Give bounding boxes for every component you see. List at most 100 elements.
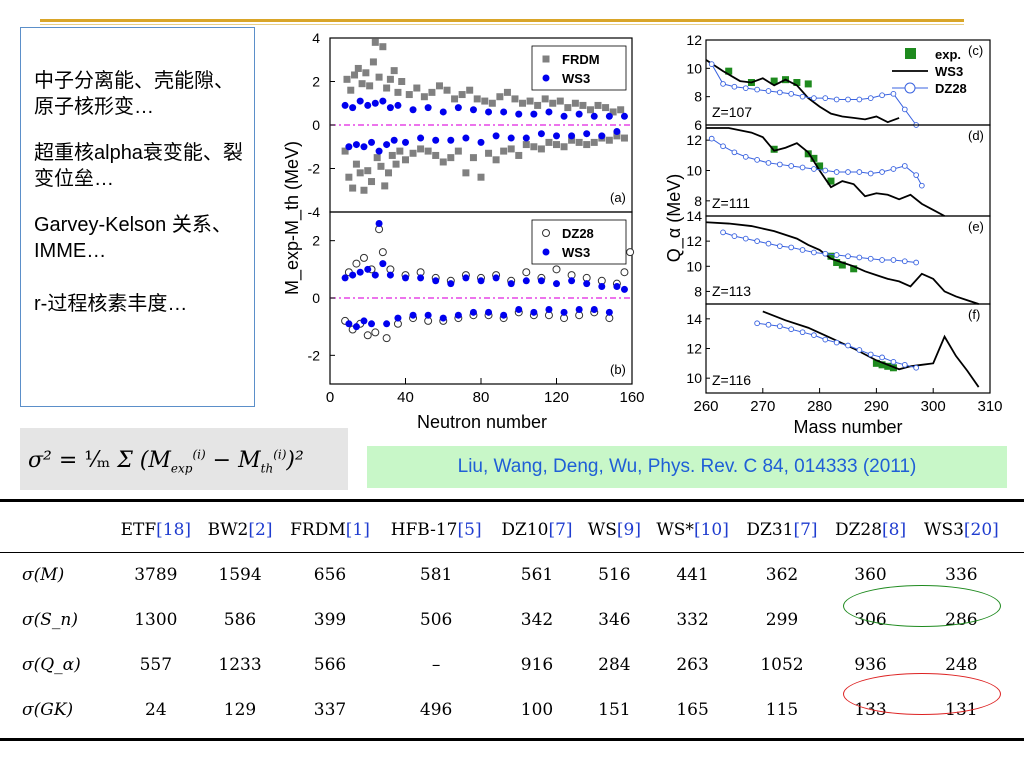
table-cell: 581 (419, 564, 453, 585)
data-point (477, 277, 485, 285)
data-point (341, 274, 349, 282)
data-point (845, 96, 851, 103)
data-point (788, 90, 795, 97)
data-point (827, 252, 835, 260)
data-point (473, 95, 481, 103)
table-cell: 561 (520, 564, 554, 585)
table-cell: 916 (520, 654, 554, 675)
data-point (590, 112, 598, 120)
column-citation[interactable]: [10] (693, 520, 729, 540)
table-cell: 936 (854, 654, 887, 675)
series-exp (725, 67, 812, 88)
legend-label: WS3 (562, 245, 590, 260)
data-point (553, 280, 560, 288)
legend-marker (542, 248, 550, 256)
data-point (754, 86, 760, 93)
data-point (379, 260, 387, 268)
column-citation[interactable]: [7] (793, 520, 818, 540)
table-cell: 496 (419, 699, 453, 720)
data-point (605, 112, 613, 120)
x-tick-label: 160 (619, 389, 644, 406)
data-point (754, 157, 760, 163)
row-label: σ(GK) (22, 699, 74, 720)
data-point (371, 38, 379, 46)
table-cell: 342 (520, 609, 554, 630)
data-point (454, 147, 462, 155)
y-tick-label: 8 (694, 89, 702, 105)
data-point (765, 88, 772, 94)
table-cell: 151 (598, 699, 631, 720)
data-point (598, 283, 606, 291)
data-point (351, 71, 359, 79)
column-citation[interactable]: [20] (963, 520, 999, 540)
data-point (447, 280, 455, 288)
column-citation[interactable]: [5] (457, 520, 482, 540)
data-point (579, 101, 587, 109)
data-point (560, 308, 568, 316)
data-point (575, 305, 583, 313)
y-tick-label: 10 (686, 163, 702, 179)
data-point (617, 106, 625, 114)
panel-label: (e) (968, 219, 984, 234)
column-citation[interactable]: [8] (882, 520, 907, 540)
data-point (402, 274, 409, 282)
data-point (462, 134, 470, 142)
table-cell: 516 (598, 564, 631, 585)
data-point (804, 80, 812, 88)
rms-formula: σ² = ¹⁄ₘ Σ (Mexp(i) − Mth(i))² (20, 428, 348, 490)
y-tick-label: -2 (308, 347, 321, 363)
table-row: σ(S_n) 1300 586 399 506 342 346 332 299 306 286 (8, 597, 1008, 642)
data-point (810, 154, 818, 162)
data-point (776, 161, 783, 168)
column-citation[interactable]: [9] (616, 520, 641, 540)
table-cell: 360 (854, 564, 887, 585)
y-tick-label: 0 (312, 117, 320, 133)
data-point (827, 177, 835, 185)
column-header: FRDM[1] (280, 508, 379, 552)
legend-marker (542, 55, 550, 63)
data-point (383, 320, 391, 328)
data-point (822, 250, 829, 257)
table-row: σ(Q_α) 557 1233 566 – 916 284 263 1052 936 248 (8, 642, 1008, 687)
data-point (352, 259, 361, 268)
y-tick-label: -2 (308, 161, 321, 177)
data-point (553, 132, 560, 140)
data-point (488, 99, 496, 107)
column-citation[interactable]: [18] (156, 520, 192, 540)
column-name: DZ31 (746, 520, 794, 540)
data-point (602, 104, 610, 112)
x-tick-label: 280 (807, 398, 832, 415)
column-citation[interactable]: [1] (345, 520, 370, 540)
data-point (708, 61, 715, 67)
data-point (383, 84, 391, 92)
series-exp (827, 252, 858, 273)
legend-label: DZ28 (562, 226, 594, 241)
data-point (890, 359, 897, 365)
y-tick-label: 12 (686, 341, 702, 357)
y-tick-label: 12 (686, 32, 702, 48)
data-point (492, 132, 500, 140)
data-point (364, 167, 372, 175)
column-citation[interactable]: [7] (548, 520, 573, 540)
data-point (409, 149, 417, 157)
x-tick-label: 270 (750, 398, 775, 415)
data-point (522, 134, 530, 142)
data-point (856, 347, 863, 353)
data-point (369, 58, 377, 66)
data-point (799, 164, 806, 171)
data-point (838, 261, 846, 269)
data-point (620, 112, 628, 120)
x-tick-label: 300 (921, 398, 946, 415)
table-cell: – (431, 654, 441, 675)
topic-item: r-过程核素丰度… (34, 293, 188, 315)
data-point (360, 186, 368, 194)
data-point (402, 156, 409, 164)
data-point (568, 132, 576, 140)
table-cell: 129 (223, 699, 257, 720)
column-citation[interactable]: [2] (248, 520, 273, 540)
data-point (811, 166, 817, 172)
data-point (409, 311, 417, 319)
data-point (477, 173, 485, 181)
panel-annotation: Z=113 (712, 283, 751, 299)
data-point (515, 305, 523, 313)
